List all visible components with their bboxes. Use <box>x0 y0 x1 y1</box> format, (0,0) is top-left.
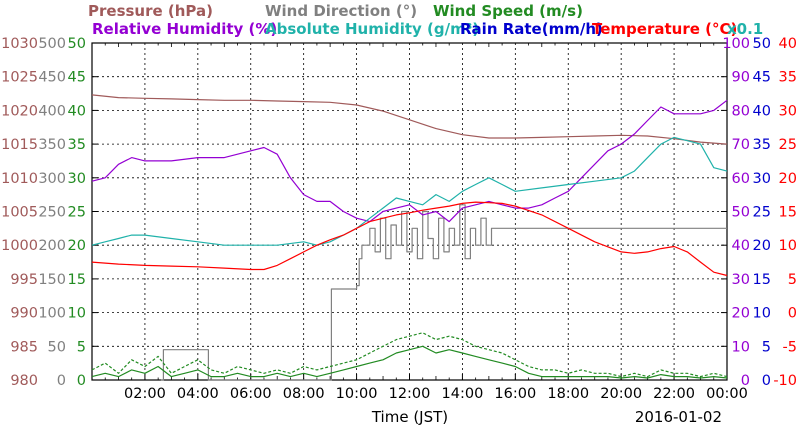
y-tick-label-left-wind_speed: 35 <box>68 137 86 153</box>
y-tick-label-right-temperature: 5 <box>788 272 797 288</box>
x-axis-label: Time (JST) <box>371 408 448 426</box>
y-tick-label-left-wind_direction: 350 <box>38 137 66 153</box>
y-tick-label-left-wind_speed: 15 <box>68 272 86 288</box>
y-tick-label-right-rain_rate: 35 <box>753 137 771 153</box>
y-tick-label-right-temperature: 25 <box>779 137 797 153</box>
legend-title: Wind Speed (m/s) <box>433 2 583 20</box>
series-line-4 <box>91 99 728 223</box>
y-tick-label-left-pressure: 980 <box>10 373 38 389</box>
y-tick-label-left-pressure: 1015 <box>1 137 38 153</box>
y-tick-label-left-wind_direction: 0 <box>57 373 66 389</box>
y-tick-label-left-pressure: 985 <box>10 339 38 355</box>
y-tick-label-right-temperature: 40 <box>779 36 797 52</box>
x-tick-label: 18:00 <box>547 386 589 402</box>
y-tick-label-right-rain_rate: 25 <box>753 205 771 221</box>
x-tick-label: 00:00 <box>706 386 748 402</box>
legend-title: Rain Rate(mm/h) <box>460 20 603 38</box>
y-tick-label-right-rain_rate: 45 <box>753 70 771 86</box>
y-tick-label-left-wind_speed: 10 <box>68 306 86 322</box>
y-tick-label-left-wind_speed: 30 <box>68 171 86 187</box>
x-tick-label: 06:00 <box>230 386 272 402</box>
y-tick-label-left-wind_direction: 100 <box>38 306 66 322</box>
y-tick-label-right-humidity: 30 <box>732 272 750 288</box>
legend-title: Absolute Humidity (g/m³) <box>265 20 479 38</box>
y-tick-label-right-rain_rate: 15 <box>753 272 771 288</box>
y-tick-label-left-pressure: 1005 <box>1 205 38 221</box>
y-tick-label-right-temperature: 0 <box>788 306 797 322</box>
y-tick-label-right-humidity: 100 <box>722 36 750 52</box>
x-tick-label: 22:00 <box>653 386 695 402</box>
y-tick-label-right-humidity: 80 <box>732 103 750 119</box>
y-tick-label-right-temperature: 35 <box>779 70 797 86</box>
y-tick-label-right-rain_rate: 20 <box>753 238 771 254</box>
y-tick-label-left-wind_speed: 40 <box>68 103 86 119</box>
y-tick-label-left-wind_direction: 450 <box>38 70 66 86</box>
y-tick-label-right-humidity: 50 <box>732 205 750 221</box>
y-tick-label-right-rain_rate: 0 <box>762 373 771 389</box>
y-tick-label-right-humidity: 70 <box>732 137 750 153</box>
y-tick-label-left-wind_speed: 0 <box>77 373 86 389</box>
y-tick-label-left-wind_direction: 150 <box>38 272 66 288</box>
legend-title: Wind Direction (°) <box>265 2 417 20</box>
y-tick-label-left-pressure: 1025 <box>1 70 38 86</box>
y-tick-label-right-temperature: 30 <box>779 103 797 119</box>
legend-title: Pressure (hPa) <box>88 2 213 20</box>
y-tick-label-right-humidity: 10 <box>732 339 750 355</box>
y-tick-label-right-rain_rate: 10 <box>753 306 771 322</box>
x-tick-label: 02:00 <box>124 386 166 402</box>
y-tick-label-right-humidity: 40 <box>732 238 750 254</box>
y-tick-label-left-wind_speed: 5 <box>77 339 86 355</box>
legend-title: Relative Humidity (%) <box>92 20 277 38</box>
y-tick-label-right-temperature: -5 <box>783 339 797 355</box>
y-tick-label-right-temperature: 10 <box>779 238 797 254</box>
y-tick-label-right-humidity: 90 <box>732 70 750 86</box>
y-tick-label-left-pressure: 990 <box>10 306 38 322</box>
series-line-0 <box>91 94 728 145</box>
y-tick-label-left-pressure: 1000 <box>1 238 38 254</box>
legend-title: Temperature (°C) <box>592 20 737 38</box>
y-tick-label-right-temperature: 15 <box>779 205 797 221</box>
date-label: 2016-01-02 <box>635 408 722 426</box>
y-tick-label-left-wind_direction: 50 <box>48 339 66 355</box>
y-tick-label-right-humidity: 60 <box>732 171 750 187</box>
y-tick-label-left-wind_direction: 200 <box>38 238 66 254</box>
y-tick-label-left-wind_speed: 45 <box>68 70 86 86</box>
y-tick-label-left-wind_direction: 300 <box>38 171 66 187</box>
x-tick-label: 12:00 <box>389 386 431 402</box>
series-line-2 <box>91 332 728 378</box>
x-tick-label: 08:00 <box>283 386 325 402</box>
y-tick-label-right-rain_rate: 40 <box>753 103 771 119</box>
y-tick-label-right-rain_rate: 30 <box>753 171 771 187</box>
y-tick-label-right-temperature: -10 <box>773 373 797 389</box>
series-line-3 <box>91 345 728 379</box>
y-tick-label-left-pressure: 1030 <box>1 36 38 52</box>
x-tick-label: 20:00 <box>600 386 642 402</box>
y-tick-label-left-wind_speed: 20 <box>68 238 86 254</box>
y-tick-label-right-rain_rate: 50 <box>753 36 771 52</box>
x-tick-label: 04:00 <box>177 386 219 402</box>
y-tick-label-right-temperature: 20 <box>779 171 797 187</box>
y-tick-label-left-wind_speed: 25 <box>68 205 86 221</box>
y-tick-label-left-pressure: 1020 <box>1 103 38 119</box>
x-tick-label: 16:00 <box>494 386 536 402</box>
y-tick-label-left-wind_direction: 500 <box>38 36 66 52</box>
series-line-5 <box>91 136 728 246</box>
legend-title: x0.1 <box>727 20 763 38</box>
y-tick-label-left-wind_direction: 250 <box>38 205 66 221</box>
x-tick-label: 14:00 <box>442 386 484 402</box>
y-tick-label-left-wind_speed: 50 <box>68 36 86 52</box>
y-tick-label-left-pressure: 995 <box>10 272 38 288</box>
series-line-6 <box>91 201 728 277</box>
y-tick-label-right-humidity: 20 <box>732 306 750 322</box>
y-tick-label-left-pressure: 1010 <box>1 171 38 187</box>
y-tick-label-right-humidity: 0 <box>741 373 750 389</box>
series-line-1 <box>160 204 727 381</box>
y-tick-label-right-rain_rate: 5 <box>762 339 771 355</box>
y-tick-label-left-wind_direction: 400 <box>38 103 66 119</box>
x-tick-label: 10:00 <box>336 386 378 402</box>
